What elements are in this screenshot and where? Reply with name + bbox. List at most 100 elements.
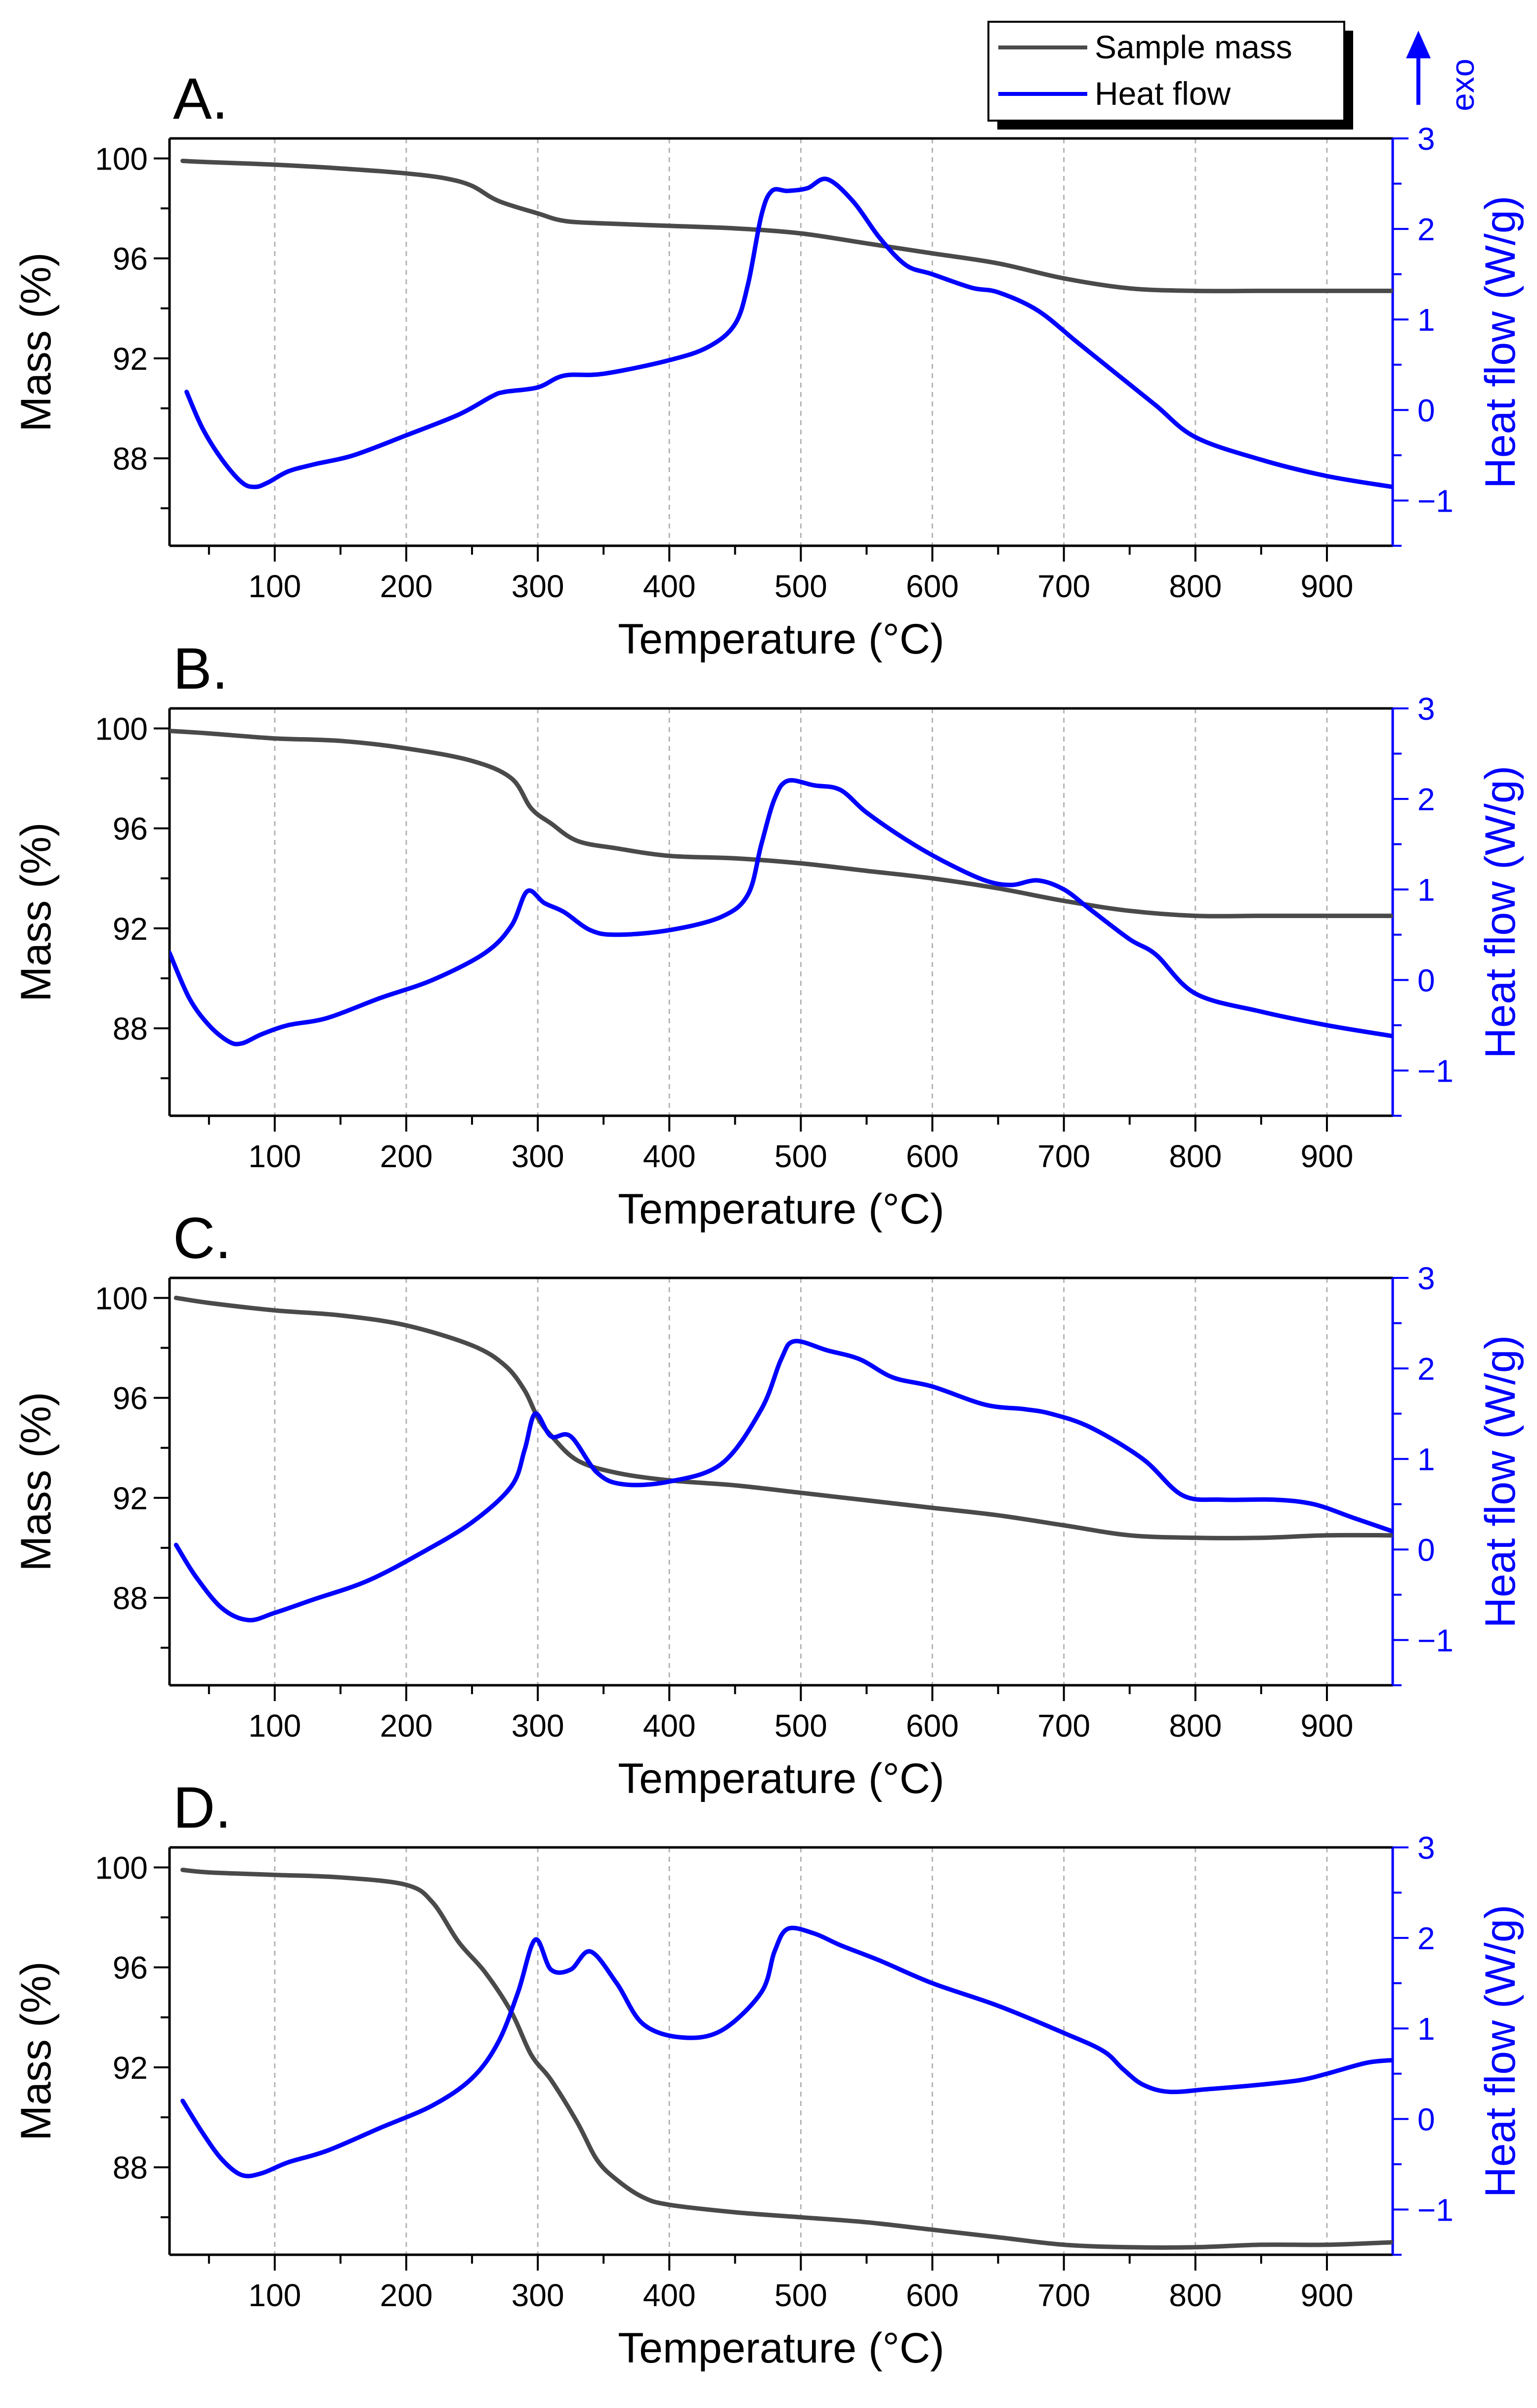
y-tick-label: 88 — [113, 441, 148, 477]
panel-label: A. — [173, 66, 228, 131]
y2-tick-label: 1 — [1417, 302, 1435, 338]
x-tick-label: 100 — [249, 1138, 301, 1174]
legend-label-mass: Sample mass — [1095, 29, 1292, 65]
x-tick-label: 100 — [249, 2277, 301, 2313]
x-tick-label: 300 — [512, 569, 564, 604]
y2-tick-label: 0 — [1417, 963, 1435, 998]
exo-indicator: exo — [1406, 31, 1481, 111]
mass-line — [180, 159, 1393, 294]
y2-tick-label: 0 — [1417, 393, 1435, 428]
legend-box — [987, 21, 1345, 122]
y-axis-title: Mass (%) — [12, 252, 60, 432]
x-tick-label: 300 — [512, 1708, 564, 1744]
legend: Sample mass Heat flow — [987, 21, 1353, 130]
y-tick-label: 92 — [113, 2050, 148, 2086]
y2-tick-label: 1 — [1417, 1442, 1435, 1477]
x-tick-label: 900 — [1301, 569, 1354, 604]
x-axis-title: Temperature (°C) — [618, 1185, 944, 1233]
y2-tick-label: 0 — [1417, 1532, 1435, 1568]
x-tick-label: 700 — [1037, 2277, 1090, 2313]
y2-tick-label: 1 — [1417, 2011, 1435, 2047]
y-tick-label: 88 — [113, 2150, 148, 2186]
y-tick-label: 100 — [95, 711, 148, 746]
y-tick-label: 92 — [113, 341, 148, 377]
panel-label: D. — [173, 1775, 231, 1840]
x-tick-label: 800 — [1169, 1708, 1222, 1744]
x-tick-label: 300 — [512, 2277, 564, 2313]
exo-label: exo — [1444, 59, 1481, 111]
x-tick-label: 500 — [774, 569, 827, 604]
y2-tick-label: 3 — [1417, 121, 1435, 157]
y-tick-label: 92 — [113, 911, 148, 947]
y-tick-label: 100 — [95, 1850, 148, 1885]
y-axis-title: Mass (%) — [12, 1392, 60, 1571]
x-tick-label: 500 — [774, 2277, 827, 2313]
legend-label-heat-flow: Heat flow — [1095, 75, 1231, 112]
y2-tick-label: −1 — [1417, 2192, 1453, 2228]
panel-a: 100 200 300 400 500 600 700 800 900 88 92 96 100 −1 0 1… — [12, 66, 1524, 663]
x-tick-label: 100 — [249, 1708, 301, 1744]
x-tick-label: 500 — [774, 1138, 827, 1174]
y2-tick-label: 3 — [1417, 1830, 1435, 1866]
y2-tick-label: 2 — [1417, 1351, 1435, 1387]
x-tick-label: 200 — [380, 1138, 433, 1174]
x-axis-title: Temperature (°C) — [618, 1755, 944, 1802]
x-tick-label: 600 — [906, 2277, 959, 2313]
y-tick-label: 100 — [95, 141, 148, 176]
x-tick-label: 100 — [249, 569, 301, 604]
x-tick-label: 700 — [1037, 1138, 1090, 1174]
y2-axis-title: Heat flow (W/g) — [1477, 1905, 1524, 2198]
x-tick-label: 800 — [1169, 1138, 1222, 1174]
y-tick-label: 88 — [113, 1580, 148, 1616]
x-tick-label: 700 — [1037, 569, 1090, 604]
x-tick-label: 900 — [1301, 1708, 1354, 1744]
heat-flow-line — [173, 1339, 1393, 1622]
x-axis-title: Temperature (°C) — [618, 615, 944, 663]
y-tick-label: 96 — [113, 241, 148, 277]
x-tick-label: 600 — [906, 1138, 959, 1174]
x-tick-label: 200 — [380, 1708, 433, 1744]
x-tick-label: 300 — [512, 1138, 564, 1174]
y2-tick-label: −1 — [1417, 1053, 1453, 1089]
x-tick-label: 600 — [906, 569, 959, 604]
mass-line — [170, 729, 1393, 919]
panel-label: B. — [173, 636, 228, 701]
heat-flow-line — [180, 1926, 1393, 2179]
y2-tick-label: 2 — [1417, 782, 1435, 817]
y2-tick-label: −1 — [1417, 1622, 1453, 1658]
x-tick-label: 800 — [1169, 2277, 1222, 2313]
mass-line — [180, 1868, 1393, 2250]
y-tick-label: 96 — [113, 1950, 148, 1986]
heat-flow-line — [184, 176, 1393, 489]
x-tick-label: 900 — [1301, 1138, 1354, 1174]
panel-c: 100 200 300 400 500 600 700 800 900 88 92 96 100 −1 0 1… — [12, 1206, 1524, 1802]
exo-arrow-icon — [1406, 31, 1431, 58]
y2-axis-title: Heat flow (W/g) — [1477, 196, 1524, 489]
y-tick-label: 100 — [95, 1280, 148, 1316]
y-tick-label: 96 — [113, 811, 148, 847]
y2-tick-label: 3 — [1417, 1261, 1435, 1296]
y-axis-title: Mass (%) — [12, 822, 60, 1002]
x-axis-title: Temperature (°C) — [618, 2324, 944, 2372]
y2-tick-label: −1 — [1417, 483, 1453, 519]
y-tick-label: 92 — [113, 1481, 148, 1516]
y-axis-title: Mass (%) — [12, 1961, 60, 2141]
x-tick-label: 500 — [774, 1708, 827, 1744]
panel-label: C. — [173, 1206, 231, 1271]
panel-b: 100 200 300 400 500 600 700 800 900 88 92 96 100 −1 0 1… — [12, 636, 1524, 1233]
y2-tick-label: 2 — [1417, 1921, 1435, 1956]
y2-axis-title: Heat flow (W/g) — [1477, 766, 1524, 1059]
x-tick-label: 400 — [643, 2277, 696, 2313]
x-tick-label: 900 — [1301, 2277, 1354, 2313]
x-tick-label: 200 — [380, 569, 433, 604]
x-tick-label: 400 — [643, 1138, 696, 1174]
x-tick-label: 400 — [643, 1708, 696, 1744]
y2-tick-label: 1 — [1417, 872, 1435, 908]
panel-d: 100 200 300 400 500 600 700 800 900 88 92 96 100 −1 0 1… — [12, 1775, 1524, 2372]
x-tick-label: 600 — [906, 1708, 959, 1744]
heat-flow-line — [170, 778, 1393, 1047]
y2-axis-title: Heat flow (W/g) — [1477, 1335, 1524, 1628]
x-tick-label: 700 — [1037, 1708, 1090, 1744]
y2-tick-label: 3 — [1417, 691, 1435, 727]
